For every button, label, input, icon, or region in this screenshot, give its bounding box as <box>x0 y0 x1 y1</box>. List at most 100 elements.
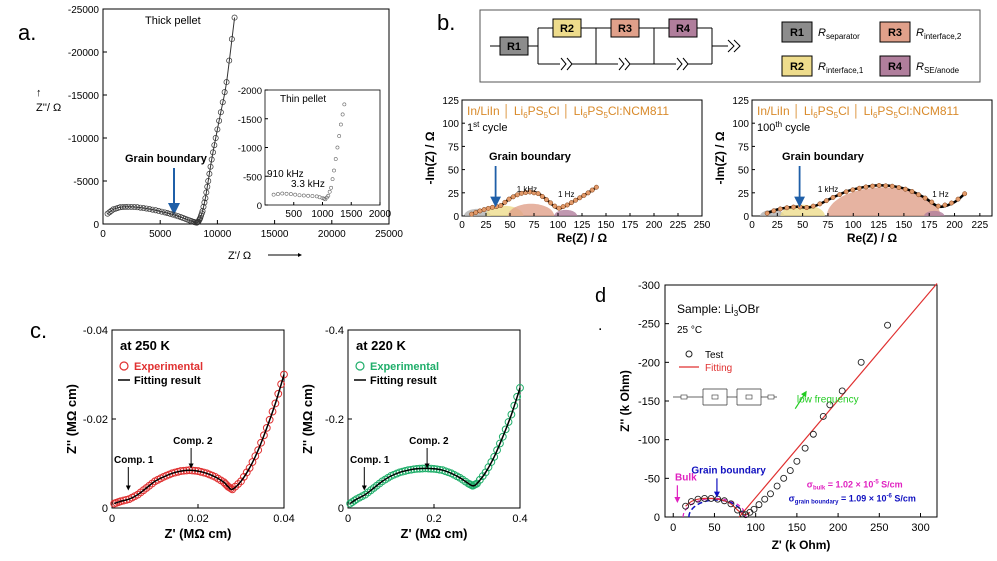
circuit-r3 <box>610 18 640 38</box>
panel-b-data-point <box>889 183 895 189</box>
panel-c-legend-fit: Fitting result <box>134 375 201 387</box>
panel-a-data-point <box>202 195 209 202</box>
panel-d-ytick-label: -300 <box>638 280 660 292</box>
panel-b-xlabel: Re(Z) / Ω <box>557 231 608 245</box>
panel-b-xtick-label: 50 <box>504 220 516 231</box>
panel-a-data-point <box>128 203 135 210</box>
panel-b-data-point <box>942 202 948 208</box>
circuit-cpe-end <box>727 39 741 53</box>
panel-a-inset-data-point <box>276 192 280 196</box>
panel-a-ytick-label: -25000 <box>68 5 100 16</box>
panel-a-ytick-label: -10000 <box>68 134 100 145</box>
panel-d-ytick-label: -200 <box>638 357 660 369</box>
panel-c-comp2-label: Comp. 2 <box>409 436 449 447</box>
panel-c-data-point <box>398 467 407 476</box>
panel-c-data-point <box>268 407 277 416</box>
panel-b-circuit: R1 R2 R3 R4 <box>490 18 741 71</box>
panel-b-xtick-label: 150 <box>896 220 913 231</box>
panel-d-data-point <box>773 482 781 490</box>
panel-d-xtick-label: 150 <box>788 522 806 534</box>
panel-b-data-point <box>764 210 770 216</box>
panel-c-comp1-label: Comp. 1 <box>350 455 390 466</box>
panel-d-data-point <box>739 510 746 518</box>
panel-b-data-point <box>791 204 796 210</box>
panel-b-xtick-label: 125 <box>870 220 887 231</box>
panel-a-inset-ytick-label: -2000 <box>238 86 262 97</box>
panel-c-title: at 250 K <box>120 338 170 353</box>
panel-a-inset-data-point <box>330 177 335 182</box>
panel-b-xtick-label: 175 <box>622 220 639 231</box>
panel-d-xlabel: Z' (k Ohm) <box>772 538 831 552</box>
panel-a-ytick-label: -20000 <box>68 48 100 59</box>
panel-b-data-point <box>922 195 928 201</box>
panel-b-data-point <box>556 205 562 211</box>
panel-c-legend-experimental: Experimental <box>134 361 203 373</box>
panel-c-plot-220k: 0 0.2 0.4 0 -0.2 -0.4 at 220 K Experimental Fitt… <box>300 325 528 541</box>
panel-d-sample: Sample: Li3OBr <box>677 302 760 318</box>
panel-a-data-point <box>158 208 165 215</box>
panel-c-fit-line <box>113 374 285 505</box>
panel-b-data-point <box>581 192 587 198</box>
panel-d-xtick-label: 200 <box>829 522 847 534</box>
panel-a-ylabel-arrow: ↑ <box>36 87 42 99</box>
panel-b-plot-100th-cycle: 0 25 50 75 100 125 150 175 200 225 0 25 50 75 100 125 -I… <box>713 96 993 245</box>
panel-c-data-point <box>501 425 510 434</box>
panel-b-data-point <box>962 191 968 197</box>
panel-a-inset-data-point <box>306 193 311 198</box>
panel-c-data-point <box>116 497 125 506</box>
panel-b-data-point <box>830 194 836 200</box>
panel-d-ytick-label: 0 <box>654 512 660 524</box>
panel-b-xtick-label: 125 <box>574 220 591 231</box>
panel-b-xtick-label: 100 <box>845 220 862 231</box>
panel-d-gb-arc <box>688 499 745 518</box>
legend-text: Rseparator <box>818 27 860 41</box>
panel-c-ylabel: Z'' (MΩ cm) <box>300 384 315 454</box>
panel-a-inset-data-point <box>310 194 315 198</box>
panel-b-circuit-box: R1 R2 R3 R4 R1 Rseparator R3 Rinterface,2 R2 Rin… <box>479 9 981 83</box>
panel-label-d-dot: . <box>598 317 602 334</box>
panel-a-xtick-label: 15000 <box>261 229 289 240</box>
panel-a-data-point <box>161 209 168 216</box>
panel-a-inset-data-point <box>329 185 334 190</box>
panel-a-inset-ytick-label: -1500 <box>238 115 262 126</box>
panel-b-data-point <box>473 210 479 215</box>
panel-c-legend-fit: Fitting result <box>370 375 437 387</box>
panel-b-data-point <box>896 185 902 190</box>
panel-c-xlabel: Z' (MΩ cm) <box>401 526 468 541</box>
panel-a-inset-data-point <box>271 192 276 197</box>
panel-b-data-point <box>498 203 504 208</box>
panel-a-data-point <box>143 205 150 212</box>
panel-b-ytick-label: 0 <box>453 212 459 223</box>
panel-a-inset-data-point <box>333 157 338 161</box>
panel-b-xlabel: Re(Z) / Ω <box>847 231 898 245</box>
panel-a-data-point <box>223 79 230 86</box>
panel-b-arc <box>508 203 555 216</box>
panel-b-ytick-label: 125 <box>732 96 749 107</box>
panel-b-freq-1khz: 1 kHz <box>517 185 537 194</box>
panel-a-inset-data-point <box>332 168 336 173</box>
circuit-r1-label: R1 <box>507 41 521 53</box>
panel-c-xtick-label: 0.02 <box>187 513 208 525</box>
panel-a-data-point <box>134 204 141 211</box>
panel-c-comp1-label: Comp. 1 <box>114 455 154 466</box>
panel-b-arc <box>554 209 578 216</box>
panel-a-inset-frame <box>264 89 381 206</box>
panel-d-data-point <box>767 490 774 498</box>
legend-box-label: R1 <box>790 27 804 39</box>
panel-a-xtick-label: 10000 <box>203 229 231 240</box>
panel-b-data-point <box>485 205 491 211</box>
panel-c-axes-frame <box>347 329 521 509</box>
panel-d-circuit-wires <box>673 388 777 406</box>
panel-c-data-point <box>265 415 274 424</box>
panel-a-data-point <box>207 163 214 170</box>
panel-c-data-point <box>257 438 265 447</box>
panel-d-data-point <box>694 495 702 503</box>
panel-c-data-point <box>513 392 522 401</box>
panel-c-title: at 220 K <box>356 338 406 353</box>
panel-d-data-point <box>687 498 695 505</box>
panel-a-data-point <box>200 203 207 210</box>
legend-box-label: R4 <box>888 61 903 73</box>
legend-box-r1 <box>781 21 813 43</box>
panel-b-grain-boundary-label: Grain boundary <box>489 151 572 163</box>
